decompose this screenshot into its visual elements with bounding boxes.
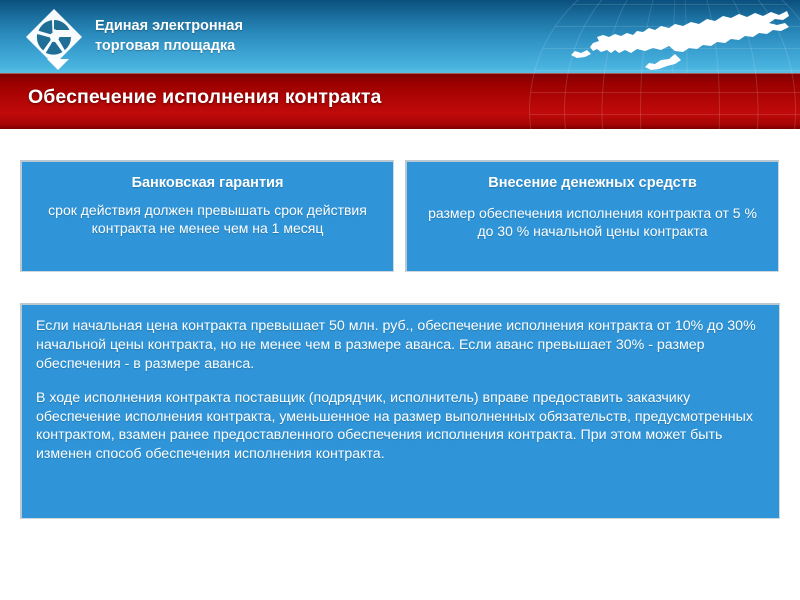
logo-line-2: торговая площадка [95, 38, 236, 54]
page-title: Обеспечение исполнения контракта [28, 86, 382, 108]
card-body: срок действия должен превышать срок дейс… [48, 201, 367, 236]
page-header: Единая электронная торговая площадка Обес… [0, 0, 800, 129]
logo-text: Единая электронная торговая площадка [95, 17, 243, 56]
card-body: размер обеспечения исполнения контракта … [428, 204, 757, 239]
header-red-band [0, 73, 800, 129]
globe-grid-lower-icon [529, 73, 800, 129]
logo-line-1: Единая электронная [95, 18, 243, 35]
header-divider [0, 73, 800, 74]
card-title: Банковская гарантия [131, 175, 284, 191]
site-logo[interactable]: Единая электронная торговая площадка [25, 8, 243, 66]
card-bank-guarantee: Банковская гарантия срок действия должен… [20, 160, 394, 272]
russia-map-icon [571, 11, 789, 70]
header-blue-band: Единая электронная торговая площадка [0, 0, 800, 73]
details-panel: Если начальная цена контракта превышает … [20, 303, 780, 519]
card-title: Внесение денежных средств [488, 175, 697, 191]
diamond-aperture-logo-icon [26, 9, 82, 65]
panel-paragraph-2: В ходе исполнения контракта поставщик (п… [36, 389, 753, 463]
card-cash-deposit: Внесение денежных средств размер обеспеч… [405, 160, 779, 272]
chevron-down-icon [47, 59, 69, 70]
cards-row: Банковская гарантия срок действия должен… [20, 160, 780, 272]
panel-paragraph-1: Если начальная цена контракта превышает … [36, 318, 756, 372]
